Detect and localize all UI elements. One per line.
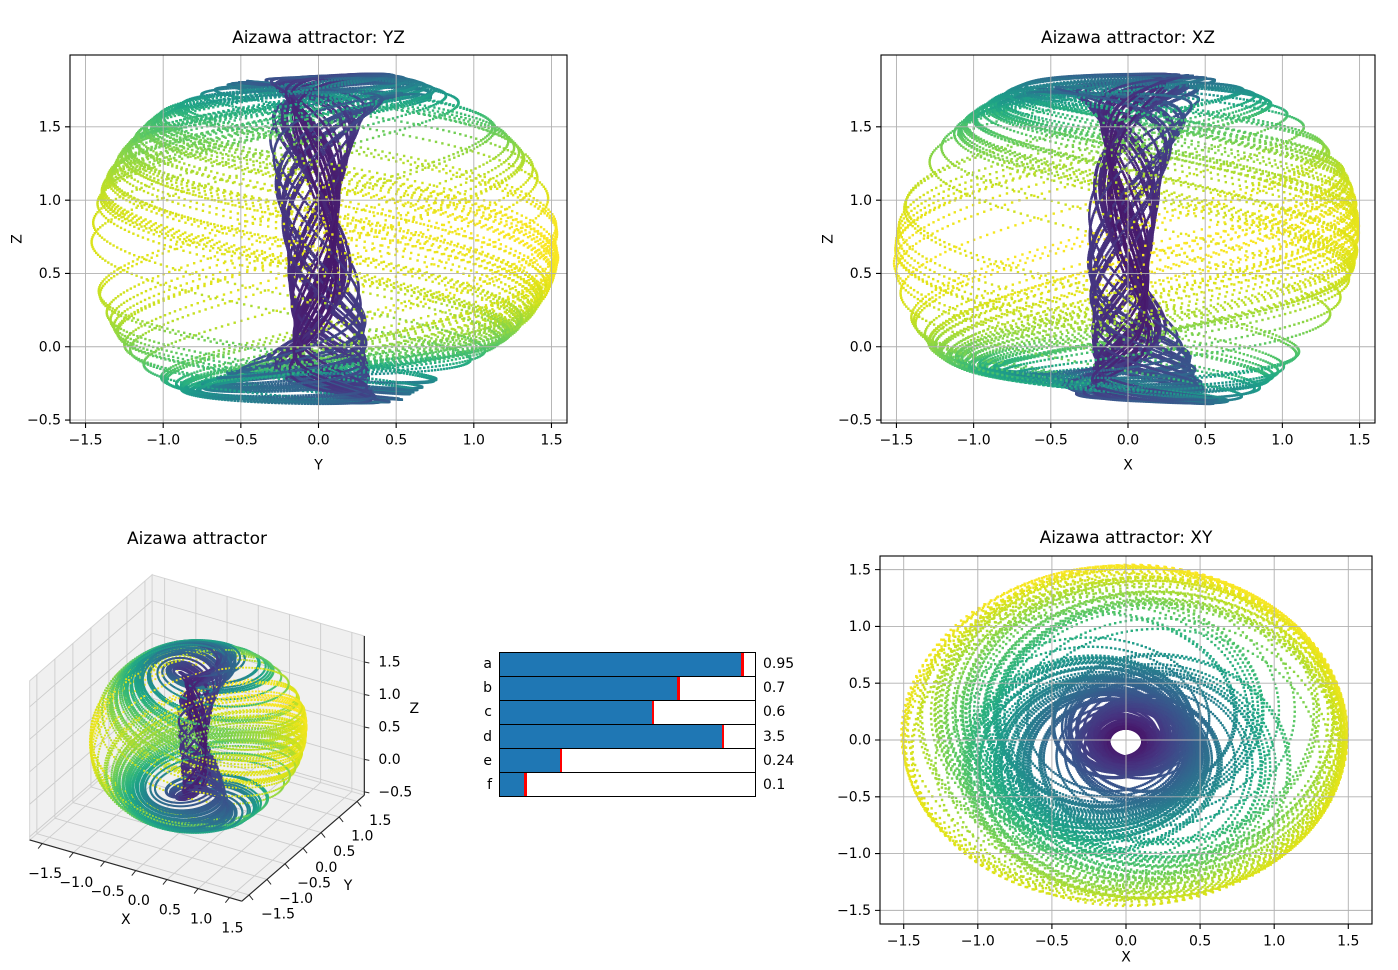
bar-fill	[500, 773, 526, 796]
bar-row	[500, 773, 755, 796]
plot-title-3d: Aizawa attractor	[127, 529, 267, 549]
bar-category-label: c	[484, 704, 492, 721]
xy-plot-canvas	[830, 490, 1398, 970]
bar-category-label: f	[487, 776, 492, 793]
bar-category-label: e	[483, 752, 492, 769]
bar-marker-line	[651, 701, 655, 724]
bar-value-label: 3.5	[763, 728, 786, 745]
yz-plot-canvas	[0, 0, 700, 490]
bar-row	[500, 725, 755, 749]
bar-category-label: a	[483, 656, 492, 673]
bar-marker-line	[721, 725, 725, 748]
bar-marker-line	[677, 677, 680, 700]
subplot-xz	[700, 0, 1398, 490]
bar-fill	[500, 653, 743, 676]
bar-marker-line	[559, 749, 563, 772]
subplot-xy	[830, 490, 1398, 970]
bar-fill	[500, 701, 653, 724]
bar-row	[500, 653, 755, 677]
xz-plot-canvas	[700, 0, 1398, 490]
bar-value-label: 0.24	[763, 752, 795, 769]
bar-marker-line	[740, 653, 744, 676]
bar-category-label: d	[483, 728, 492, 745]
bar-row	[500, 749, 755, 773]
bar-axes-box	[499, 652, 756, 797]
bar-marker-line	[524, 773, 527, 796]
plot-title-xy: Aizawa attractor: XY	[1039, 528, 1213, 548]
bar-value-label: 0.1	[763, 776, 786, 793]
bar-fill	[500, 725, 724, 748]
bar-row	[500, 677, 755, 701]
bar-value-label: 0.6	[763, 704, 786, 721]
plot-title-xz: Aizawa attractor: XZ	[1040, 28, 1216, 48]
bar-value-label: 0.7	[763, 680, 786, 697]
subplot-yz	[0, 0, 700, 490]
bar-fill	[500, 749, 562, 772]
plot-title-yz: Aizawa attractor: YZ	[232, 28, 405, 48]
bar-value-labels: 0.95 0.7 0.6 3.5 0.24 0.1	[763, 652, 819, 797]
bar-row	[500, 701, 755, 725]
bar-category-label: b	[483, 680, 492, 697]
bar-fill	[500, 677, 679, 700]
xyz-plot-canvas	[0, 490, 470, 970]
subplot-3d	[0, 490, 470, 970]
bar-value-label: 0.95	[763, 656, 795, 673]
